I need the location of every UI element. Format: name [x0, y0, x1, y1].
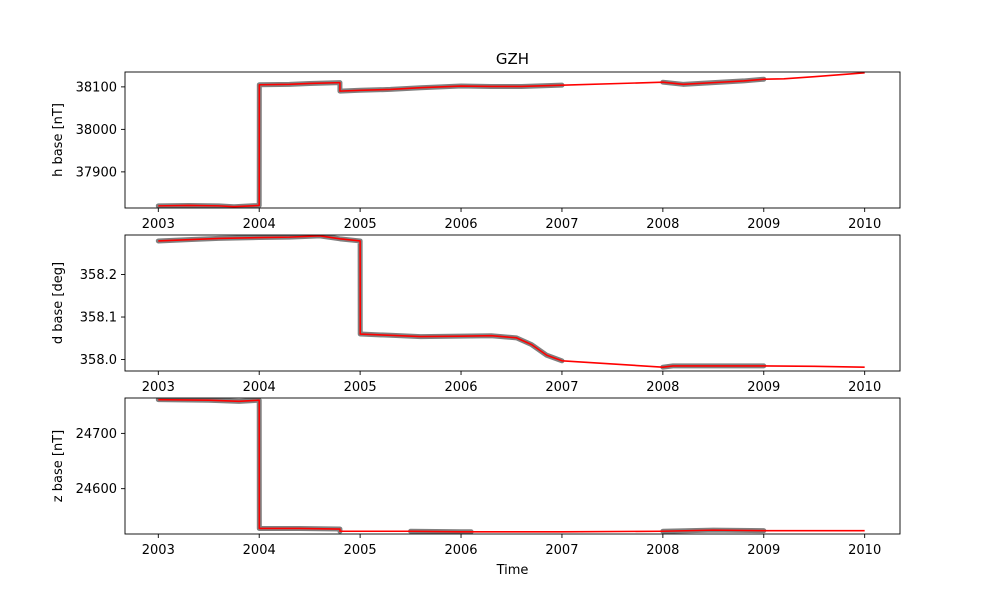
- plot-area-h: [155, 72, 865, 208]
- x-tick-label-h-2009: 2009: [747, 217, 780, 232]
- x-axis-label: Time: [496, 563, 529, 578]
- baseline-series-d: [158, 235, 865, 368]
- axes-frame-h: [124, 71, 901, 209]
- axes-frame-d: [124, 234, 901, 372]
- x-tick-label-h-2004: 2004: [243, 217, 276, 232]
- y-tick-label-d-358.2: 358.2: [80, 268, 117, 283]
- x-tick-label-d-2006: 2006: [444, 380, 477, 395]
- x-tick-label-d-2003: 2003: [142, 380, 175, 395]
- y-axis-label-z: z base [nT]: [51, 430, 66, 502]
- y-tick-label-z-24700: 24700: [76, 427, 117, 442]
- y-axis-label-d: d base [deg]: [51, 262, 66, 344]
- y-tick-label-h-37900: 37900: [76, 165, 117, 180]
- subplot-d: 2003 2004 2005 2006 2007 2008 2009 2010 358.0 358…: [51, 234, 901, 395]
- y-tick-label-h-38100: 38100: [76, 80, 117, 95]
- axes-frame-z: [124, 397, 901, 535]
- baseline-series-z: [158, 398, 865, 533]
- x-tick-label-z-2005: 2005: [344, 543, 377, 558]
- subplot-z: 2003 2004 2005 2006 2007 2008 2009 2010 24600 247…: [51, 397, 901, 558]
- subplots: 2003 2004 2005 2006 2007 2008 2009 2010 37900 380…: [51, 71, 901, 558]
- x-tick-label-d-2004: 2004: [243, 380, 276, 395]
- x-tick-label-d-2007: 2007: [545, 380, 578, 395]
- x-tick-label-z-2004: 2004: [243, 543, 276, 558]
- x-tick-label-h-2010: 2010: [848, 217, 881, 232]
- x-tick-label-z-2009: 2009: [747, 543, 780, 558]
- chart-title: GZH: [496, 50, 529, 68]
- y-tick-label-z-24600: 24600: [76, 482, 117, 497]
- x-tick-label-h-2007: 2007: [545, 217, 578, 232]
- y-tick-label-d-358.1: 358.1: [80, 311, 117, 326]
- x-tick-label-d-2008: 2008: [646, 380, 679, 395]
- x-tick-label-z-2010: 2010: [848, 543, 881, 558]
- y-tick-label-h-38000: 38000: [76, 123, 117, 138]
- x-tick-label-d-2009: 2009: [747, 380, 780, 395]
- x-tick-label-z-2008: 2008: [646, 543, 679, 558]
- x-tick-label-z-2006: 2006: [444, 543, 477, 558]
- subplot-h: 2003 2004 2005 2006 2007 2008 2009 2010 37900 380…: [51, 71, 901, 232]
- baseline-series-h: [158, 72, 865, 208]
- x-tick-label-h-2003: 2003: [142, 217, 175, 232]
- x-tick-label-h-2006: 2006: [444, 217, 477, 232]
- y-axis-label-h: h base [nT]: [51, 103, 66, 177]
- x-tick-label-h-2005: 2005: [344, 217, 377, 232]
- x-tick-label-z-2007: 2007: [545, 543, 578, 558]
- plot-area-d: [155, 235, 865, 370]
- x-tick-label-h-2008: 2008: [646, 217, 679, 232]
- y-tick-label-d-358: 358.0: [80, 353, 117, 368]
- x-tick-label-d-2010: 2010: [848, 380, 881, 395]
- x-tick-label-d-2005: 2005: [344, 380, 377, 395]
- x-tick-label-z-2003: 2003: [142, 543, 175, 558]
- plot-area-z: [155, 398, 865, 534]
